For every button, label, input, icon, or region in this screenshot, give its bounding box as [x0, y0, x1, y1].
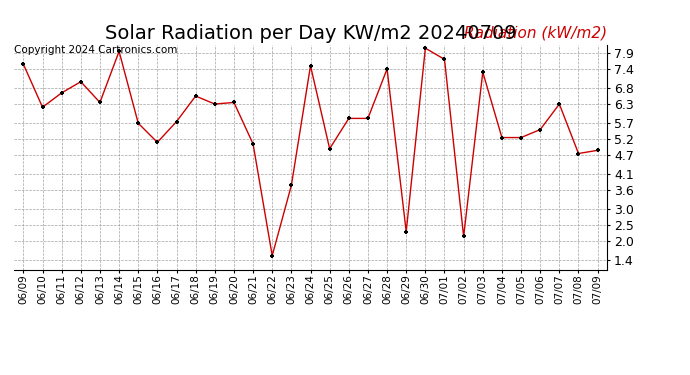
- Point: [554, 101, 565, 107]
- Point: [401, 229, 412, 235]
- Point: [18, 61, 29, 67]
- Point: [286, 182, 297, 188]
- Point: [37, 104, 48, 110]
- Point: [439, 56, 450, 62]
- Point: [515, 135, 526, 141]
- Point: [458, 234, 469, 240]
- Point: [95, 99, 106, 105]
- Point: [209, 101, 220, 107]
- Point: [114, 48, 125, 54]
- Point: [343, 116, 354, 122]
- Point: [477, 69, 489, 75]
- Point: [248, 141, 259, 147]
- Text: Radiation (kW/m2): Radiation (kW/m2): [464, 26, 607, 40]
- Point: [324, 146, 335, 152]
- Point: [496, 135, 507, 141]
- Point: [228, 99, 239, 105]
- Point: [382, 66, 393, 72]
- Point: [152, 140, 163, 146]
- Point: [56, 90, 67, 96]
- Point: [592, 147, 603, 153]
- Point: [190, 93, 201, 99]
- Point: [362, 116, 373, 122]
- Point: [132, 120, 144, 126]
- Point: [171, 118, 182, 124]
- Title: Solar Radiation per Day KW/m2 20240709: Solar Radiation per Day KW/m2 20240709: [105, 24, 516, 44]
- Point: [535, 127, 546, 133]
- Point: [420, 45, 431, 51]
- Point: [75, 79, 86, 85]
- Text: Copyright 2024 Cartronics.com: Copyright 2024 Cartronics.com: [14, 45, 177, 55]
- Point: [267, 253, 278, 259]
- Point: [305, 63, 316, 69]
- Point: [573, 150, 584, 156]
